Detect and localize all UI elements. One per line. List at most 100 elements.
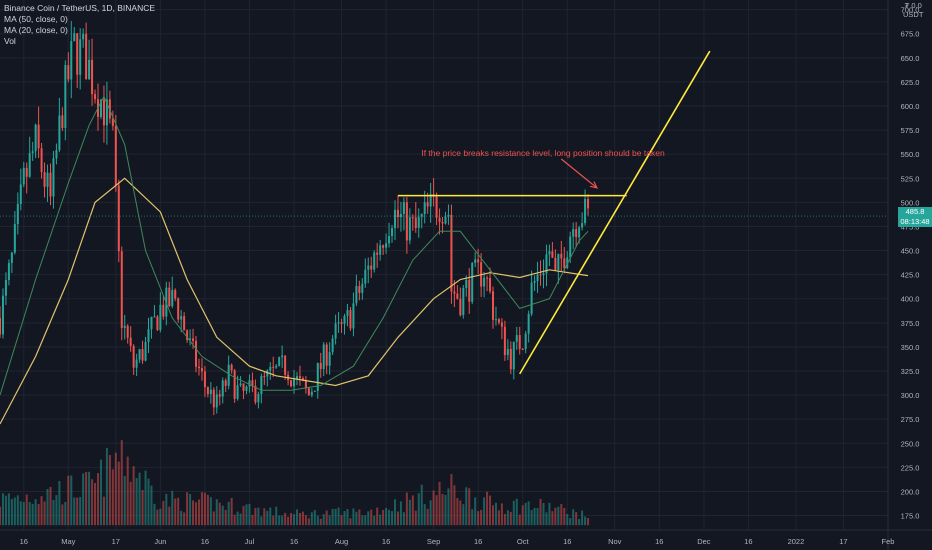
volume-bar <box>67 475 70 526</box>
candle-body <box>518 335 521 350</box>
candle-body <box>453 291 456 294</box>
candle-body <box>269 366 272 371</box>
volume-bar <box>55 495 58 526</box>
volume-bar <box>310 512 313 526</box>
candle-body <box>551 251 554 258</box>
candle-body <box>376 252 379 255</box>
volume-bar <box>554 507 557 526</box>
candle-body <box>346 310 349 316</box>
candle-body <box>227 364 230 386</box>
volume-bar <box>272 515 275 526</box>
volume-bar <box>171 490 174 526</box>
candle-body <box>46 172 49 187</box>
time-tick-label: 17 <box>112 537 120 546</box>
candle-body <box>367 265 370 270</box>
volume-bar <box>180 510 183 526</box>
volume-bar <box>509 511 512 526</box>
volume-bar <box>575 512 578 526</box>
volume-bar <box>578 518 581 526</box>
candle-body <box>82 33 85 40</box>
volume-bar <box>557 506 560 526</box>
candle-body <box>257 394 260 403</box>
volume-bar <box>560 504 563 526</box>
currency-label[interactable]: ₮ 0.0 USDT <box>903 1 923 19</box>
chart-legend: Binance Coin / TetherUS, 1D, BINANCE MA … <box>4 3 155 47</box>
candle-body <box>408 217 411 241</box>
ma50-legend[interactable]: MA (50, close, 0) <box>4 14 68 24</box>
volume-bar <box>236 511 239 526</box>
candle-body <box>195 340 198 367</box>
candle-body <box>43 172 46 187</box>
candle-body <box>542 273 545 276</box>
candle-body <box>76 33 79 75</box>
volume-bar <box>432 490 435 526</box>
volume-bar <box>367 511 370 526</box>
volume-bar <box>212 511 215 526</box>
candle-body <box>55 150 58 159</box>
candle-body <box>263 376 266 378</box>
candle-body <box>515 335 518 342</box>
volume-bar <box>153 503 156 526</box>
volume-bar <box>192 500 195 526</box>
price-tick-label: 550.0 <box>901 150 920 159</box>
candle-body <box>230 364 233 371</box>
volume-bar <box>500 503 503 526</box>
time-tick-label: 16 <box>201 537 209 546</box>
volume-bar <box>295 509 298 526</box>
candle-body <box>399 214 402 218</box>
price-tick-label: 375.0 <box>901 319 920 328</box>
candle-body <box>411 217 414 219</box>
candle-body <box>25 167 28 177</box>
price-tick-label: 675.0 <box>901 30 920 39</box>
candle-body <box>512 341 515 370</box>
candle-body <box>99 99 102 117</box>
candle-body <box>310 391 313 396</box>
volume-bar <box>177 497 180 526</box>
volume-bar <box>542 503 545 526</box>
candle-body <box>186 330 189 340</box>
volume-bar <box>49 486 52 526</box>
volume-bar <box>322 514 325 526</box>
volume-bar <box>215 499 218 526</box>
volume-bar <box>156 509 159 526</box>
candle-body <box>177 298 180 320</box>
candle-body <box>254 385 257 403</box>
candle-body <box>545 254 548 274</box>
volume-bar <box>527 501 530 526</box>
candle-body <box>539 274 542 276</box>
volume-bar <box>186 492 189 526</box>
price-tick-label: 500.0 <box>901 198 920 207</box>
currency-unit: USDT <box>903 10 924 19</box>
volume-bar <box>331 508 334 526</box>
volume-bar <box>260 516 263 526</box>
volume-bar <box>144 470 147 526</box>
volume-bar <box>298 513 301 526</box>
volume-bar <box>483 497 486 526</box>
volume-bar <box>224 509 227 526</box>
volume-bar <box>441 493 444 526</box>
volume-bar <box>7 493 10 526</box>
candle-body <box>28 153 31 177</box>
volume-bar <box>28 501 31 526</box>
volume-bar <box>468 488 471 526</box>
candle-body <box>94 94 97 100</box>
candle-body <box>114 125 117 186</box>
candle-body <box>156 316 159 330</box>
candle-body <box>129 337 132 347</box>
volume-legend[interactable]: Vol <box>4 36 16 46</box>
volume-bar <box>82 473 85 526</box>
candle-body <box>168 287 171 307</box>
volume-bar <box>414 510 417 526</box>
symbol-title[interactable]: Binance Coin / TetherUS, 1D, BINANCE <box>4 3 156 13</box>
volume-bar <box>227 501 230 526</box>
candle-body <box>319 363 322 369</box>
candle-body <box>388 235 391 244</box>
volume-bar <box>147 478 150 526</box>
candle-body <box>572 229 575 237</box>
volume-bar <box>16 495 19 526</box>
price-tick-label: 350.0 <box>901 343 920 352</box>
volume-bar <box>539 498 542 526</box>
ma20-legend[interactable]: MA (20, close, 0) <box>4 25 68 35</box>
time-tick-label: 16 <box>474 537 482 546</box>
